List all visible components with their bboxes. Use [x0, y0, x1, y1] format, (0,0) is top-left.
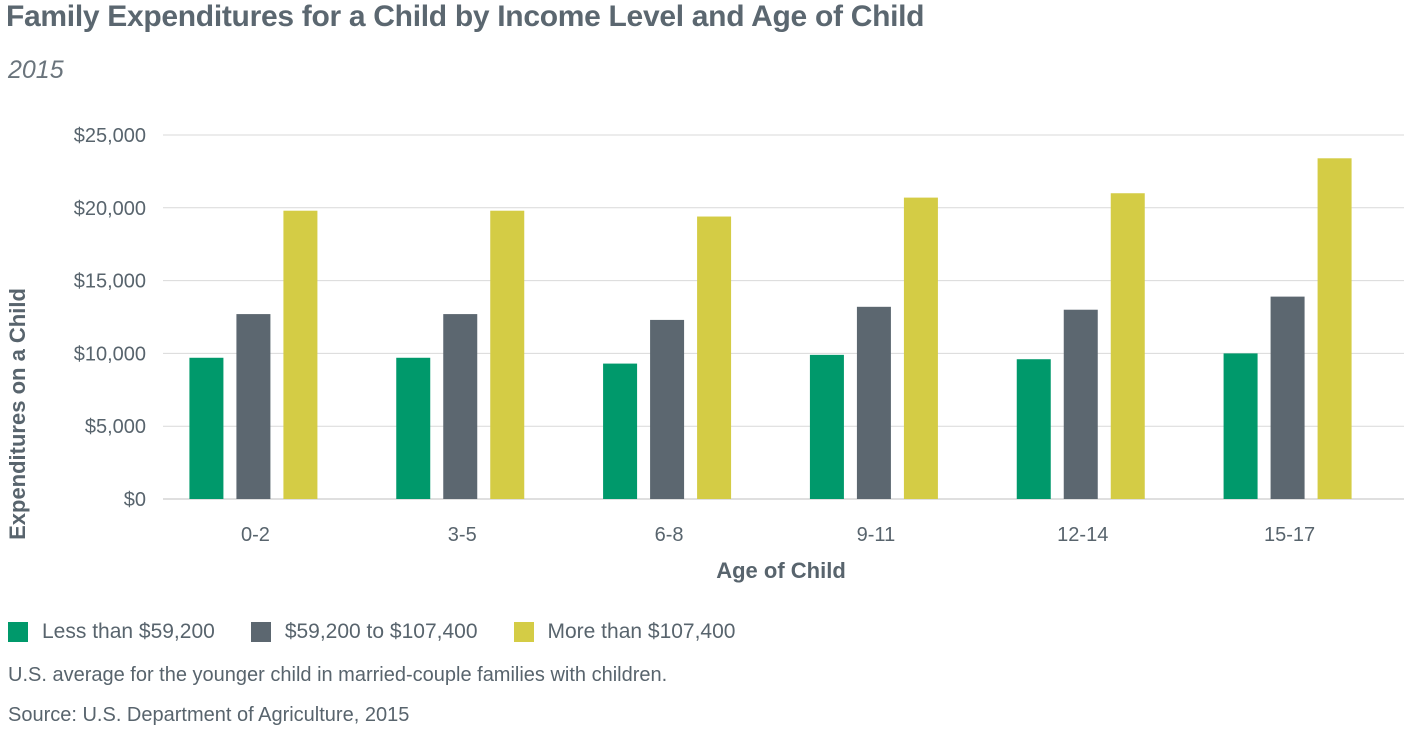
chart-subtitle: 2015: [8, 56, 64, 84]
bar: [1223, 353, 1258, 499]
x-tick-label: 12-14: [1057, 524, 1108, 546]
legend-label: Less than $59,200: [42, 620, 215, 643]
bar: [189, 357, 224, 499]
x-tick-label: 6-8: [655, 524, 684, 546]
legend-item: $59,200 to $107,400: [250, 620, 478, 644]
bar: [283, 210, 318, 499]
x-tick-label: 9-11: [857, 524, 896, 546]
x-tick-label: 15-17: [1264, 524, 1315, 546]
bar: [1016, 359, 1051, 499]
x-axis-label: Age of Child: [716, 558, 846, 583]
bar: [809, 354, 844, 499]
y-tick-label: $15,000: [74, 271, 146, 293]
legend-swatch: [513, 622, 534, 642]
legend: Less than $59,200 $59,200 to $107,400 More…: [8, 620, 771, 644]
bar: [443, 314, 478, 499]
y-tick-label: $10,000: [74, 343, 146, 365]
bar: [396, 357, 431, 499]
legend-label: $59,200 to $107,400: [284, 620, 478, 643]
x-tick-label: 0-2: [241, 524, 270, 546]
bar: [490, 210, 525, 499]
bar: [1317, 158, 1352, 499]
bar: [1063, 309, 1098, 499]
footnote: U.S. average for the younger child in ma…: [8, 664, 668, 686]
bar: [1270, 296, 1305, 499]
legend-swatch: [8, 622, 28, 642]
y-axis-label: Expenditures on a Child: [5, 288, 30, 540]
bar: [856, 306, 891, 499]
y-tick-label: $0: [124, 489, 146, 511]
y-axis-ticks: $0 $5,000 $10,000 $15,000 $20,000 $25,000: [74, 125, 146, 511]
legend-label: More than $107,400: [547, 620, 736, 643]
y-tick-label: $25,000: [74, 125, 146, 147]
x-tick-label: 3-5: [448, 524, 477, 546]
gridlines: [163, 134, 1404, 500]
chart-title: Family Expenditures for a Child by Incom…: [6, 0, 925, 33]
bar: [697, 216, 732, 499]
legend-item: Less than $59,200: [8, 620, 215, 644]
y-tick-label: $5,000: [85, 416, 146, 438]
bar: [903, 197, 938, 499]
bars: [189, 158, 1352, 499]
bar: [650, 319, 685, 499]
legend-swatch: [250, 622, 271, 642]
source-note: Source: U.S. Department of Agriculture, …: [8, 704, 410, 726]
y-tick-label: $20,000: [74, 198, 146, 220]
bar: [1110, 193, 1145, 499]
bar: [603, 363, 638, 499]
bar-chart: $0 $5,000 $10,000 $15,000 $20,000 $25,000 0-2…: [5, 125, 1404, 583]
bar: [236, 314, 271, 499]
x-axis-ticks: 0-2 3-5 6-8 9-11 12-14 15-17: [241, 524, 1315, 546]
legend-item: More than $107,400: [513, 620, 736, 644]
